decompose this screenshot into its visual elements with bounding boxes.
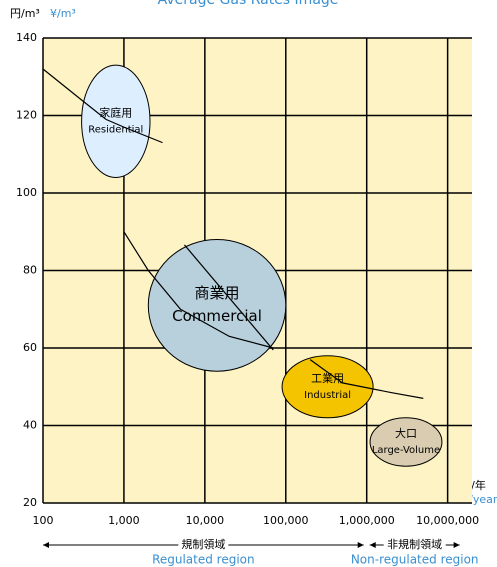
x-tick-label: 10,000,000 [416, 514, 479, 527]
region [81, 64, 151, 178]
region-label-en: Commercial [172, 307, 262, 325]
region-label: 大口 [395, 426, 417, 440]
region-label: 家庭用 [99, 105, 132, 119]
line [309, 359, 424, 399]
y-tick-label: 140 [16, 31, 37, 44]
region-label-en: Industrial [304, 390, 351, 401]
chart-title: Average Gas Rates Image [158, 0, 339, 8]
x-tick-label: 1,000,000 [339, 514, 395, 527]
region [369, 417, 443, 467]
y-tick-label: 20 [23, 496, 37, 509]
y-tick-label: 100 [16, 186, 37, 199]
zone-label-en: Non-regulated region [351, 553, 479, 567]
x-tick-label: 1,000 [108, 514, 140, 527]
zone-label: 非規制領域 [387, 537, 442, 551]
line [42, 68, 163, 144]
y-tick-label: 120 [16, 109, 37, 122]
y-label: 円/m³ [10, 7, 40, 20]
region-label-en: Residential [88, 124, 143, 135]
zone-label: 規制領域 [181, 537, 225, 551]
zone-label-en: Regulated region [152, 553, 255, 567]
y-label: ¥/m³ [50, 7, 76, 20]
region-label: 商業用 [195, 284, 240, 302]
y-tick-label: 40 [23, 419, 37, 432]
y-tick-label: 60 [23, 341, 37, 354]
x-tick-label: 100,000 [263, 514, 309, 527]
region [281, 355, 374, 419]
zone-label-bg [178, 538, 229, 552]
line [184, 244, 274, 351]
region-label-en: Large-Volume [372, 445, 440, 456]
region-label: 工業用 [311, 372, 344, 385]
region [147, 239, 287, 372]
y-tick-label: 80 [23, 264, 37, 277]
x-tick-label: 100 [33, 514, 54, 527]
zone-label-bg [383, 538, 446, 552]
x-tick-label: 10,000 [186, 514, 225, 527]
line [123, 231, 274, 349]
